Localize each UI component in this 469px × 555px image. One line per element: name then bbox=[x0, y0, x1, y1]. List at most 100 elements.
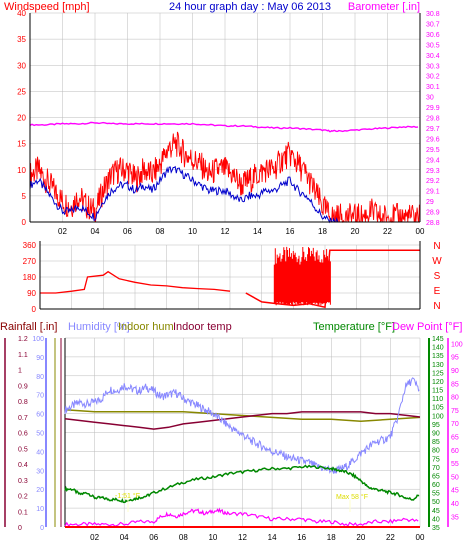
barometer-tick-label: 29 bbox=[426, 199, 434, 206]
direction-tick-label: 270 bbox=[23, 257, 37, 266]
barometer-tick-label: 30.6 bbox=[426, 32, 440, 39]
rain-tick-label: 0 bbox=[18, 525, 22, 532]
wind-direction-steady-line bbox=[245, 249, 420, 309]
wind-speed-tick-label: 40 bbox=[17, 9, 26, 18]
dew-point-tick-label: 45 bbox=[451, 488, 459, 495]
temperature-tick-label: 120 bbox=[432, 379, 444, 386]
wind-direction-line bbox=[40, 270, 231, 294]
x-tick-label: 20 bbox=[356, 533, 365, 542]
wind-speed-tick-label: 15 bbox=[17, 140, 26, 149]
temperature-tick-label: 65 bbox=[432, 473, 440, 480]
temperature-tick-label: 100 bbox=[432, 413, 444, 420]
rain-tick-label: 0.4 bbox=[18, 462, 28, 469]
direction-tick-label: 180 bbox=[23, 273, 37, 282]
temperature-tick-label: 45 bbox=[432, 508, 440, 515]
wind-speed-tick-label: 5 bbox=[22, 192, 27, 201]
dew-point-tick-label: 80 bbox=[451, 395, 459, 402]
rain-tick-label: 0.5 bbox=[18, 446, 28, 453]
temperature-tick-label: 35 bbox=[432, 525, 440, 532]
max-temp-annotation-text: Max 58 °F bbox=[336, 493, 368, 501]
dew-point-tick-label: 40 bbox=[451, 501, 459, 508]
humidity-line bbox=[64, 377, 420, 474]
dew-point-tick-label: 70 bbox=[451, 421, 459, 428]
barometer-tick-label: 30.8 bbox=[426, 11, 440, 18]
wind-average-line bbox=[29, 165, 339, 224]
x-tick-label: 18 bbox=[327, 533, 336, 542]
panel3-x-tick-labels: 02 04 06 08 10 12 14 16 18 20 22 00 bbox=[90, 533, 425, 542]
wind-speed-tick-label: 25 bbox=[17, 87, 26, 96]
x-tick-label: 00 bbox=[416, 533, 425, 542]
direction-tick-label: 360 bbox=[23, 241, 37, 250]
barometer-tick-label: 28.9 bbox=[426, 210, 440, 217]
dew-point-axis-label: Dew Point [°F] bbox=[392, 321, 462, 333]
humidity-tick-label: 40 bbox=[36, 449, 44, 456]
compass-label: N bbox=[433, 241, 440, 252]
x-tick-label: 10 bbox=[208, 533, 217, 542]
temperature-line bbox=[64, 464, 420, 504]
wind-direction-swings bbox=[273, 246, 331, 306]
compass-label: W bbox=[432, 256, 442, 267]
barometer-tick-label: 30.2 bbox=[426, 74, 440, 81]
x-tick-label: 16 bbox=[286, 227, 295, 236]
barometer-tick-label: 29.2 bbox=[426, 178, 440, 185]
humidity-axis-label: Humidity [%] bbox=[68, 321, 130, 333]
x-tick-label: 02 bbox=[58, 227, 67, 236]
wind-speed-tick-label: 0 bbox=[22, 218, 27, 227]
humidity-tick-label: 30 bbox=[36, 468, 44, 475]
x-tick-label: 08 bbox=[179, 533, 188, 542]
barometer-tick-label: 30.5 bbox=[426, 42, 440, 49]
rain-tick-label: 0.2 bbox=[18, 494, 28, 501]
wind-speed-tick-labels: 0 5 10 15 20 25 30 35 40 bbox=[17, 9, 26, 227]
max-temp-annotation: Max 58 °F bbox=[336, 493, 368, 512]
x-tick-label: 22 bbox=[383, 227, 392, 236]
temperature-gridlines bbox=[65, 337, 421, 528]
indoor-temp-label: Indoor temp bbox=[173, 321, 232, 333]
barometer-tick-label: 29.1 bbox=[426, 189, 440, 196]
temperature-tick-label: 60 bbox=[432, 482, 440, 489]
indoor-temperature-line bbox=[64, 411, 421, 430]
wind-speed-tick-label: 20 bbox=[17, 114, 26, 123]
barometer-tick-label: 30.4 bbox=[426, 53, 440, 60]
x-tick-label: 12 bbox=[238, 533, 247, 542]
humidity-tick-label: 20 bbox=[36, 487, 44, 494]
min-temp-annotation: -1:51 °F bbox=[115, 492, 140, 512]
temperature-tick-label: 140 bbox=[432, 345, 444, 352]
min-temp-annotation-text: -1:51 °F bbox=[115, 492, 140, 500]
dew-point-tick-label: 90 bbox=[451, 368, 459, 375]
direction-degree-tick-labels: 0 90 180 270 360 bbox=[23, 241, 37, 314]
compass-label: N bbox=[433, 301, 440, 312]
temperature-tick-label: 110 bbox=[432, 396, 443, 403]
rain-tick-label: 0.9 bbox=[18, 383, 28, 390]
temperature-tick-label: 75 bbox=[432, 456, 440, 463]
right-axis-label-barometer: Barometer [.in] bbox=[348, 1, 420, 13]
humidity-tick-label: 10 bbox=[36, 506, 44, 513]
humidity-tick-label: 100 bbox=[32, 336, 44, 343]
temperature-humidity-panel: Rainfall [.in] Humidity [%] Indoor hum I… bbox=[0, 321, 463, 542]
rain-tick-label: 1.1 bbox=[18, 352, 28, 359]
temperature-tick-label: 125 bbox=[432, 370, 444, 377]
barometer-tick-label: 30.7 bbox=[426, 21, 440, 28]
panel1-x-tick-labels: 02 04 06 08 10 12 14 16 18 20 22 00 bbox=[58, 227, 425, 236]
x-tick-label: 06 bbox=[123, 227, 132, 236]
humidity-tick-label: 60 bbox=[36, 412, 44, 419]
humidity-tick-label: 90 bbox=[36, 355, 44, 362]
barometer-tick-label: 29.9 bbox=[426, 105, 440, 112]
rainfall-axis-label: Rainfall [.in] bbox=[0, 321, 57, 333]
rain-tick-label: 0.7 bbox=[18, 415, 28, 422]
barometer-tick-label: 30 bbox=[426, 95, 434, 102]
wind-speed-tick-label: 35 bbox=[17, 35, 26, 44]
barometer-line bbox=[29, 121, 419, 133]
humidity-tick-label: 50 bbox=[36, 431, 44, 438]
barometer-tick-label: 30.3 bbox=[426, 63, 440, 70]
barometer-tick-labels: 28.8 28.9 29 29.1 29.2 29.3 29.4 29.5 29.6 29.7 29… bbox=[426, 11, 440, 227]
temperature-tick-label: 105 bbox=[432, 405, 444, 412]
barometer-tick-label: 29.8 bbox=[426, 116, 440, 123]
chart-title: 24 hour graph day : May 06 2013 bbox=[169, 1, 331, 13]
rain-tick-label: 1.2 bbox=[18, 336, 28, 343]
barometer-tick-label: 29.5 bbox=[426, 147, 440, 154]
barometer-tick-label: 29.3 bbox=[426, 168, 440, 175]
dew-point-tick-label: 95 bbox=[451, 355, 459, 362]
x-tick-label: 08 bbox=[156, 227, 165, 236]
